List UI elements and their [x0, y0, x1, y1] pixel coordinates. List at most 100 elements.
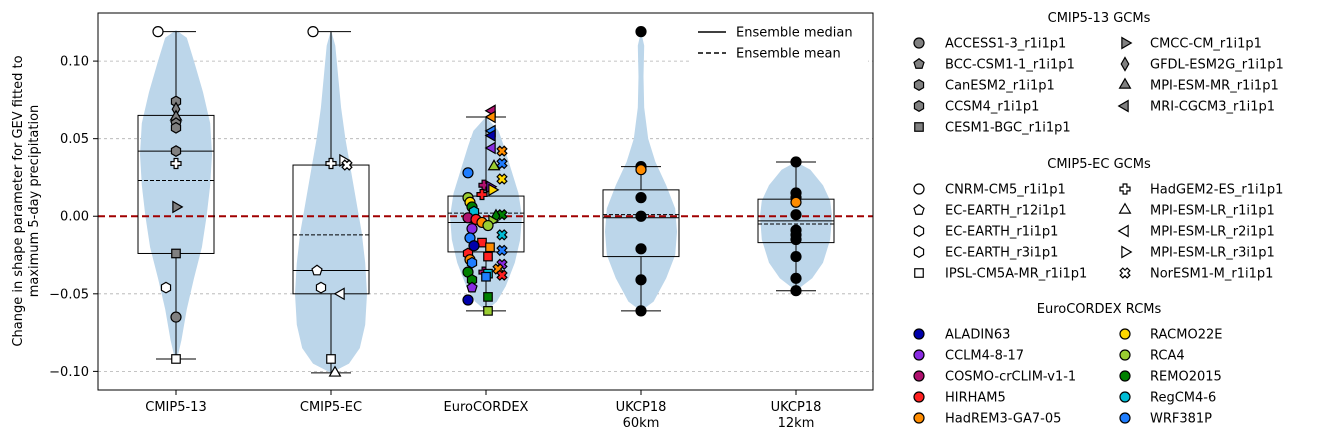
x-tick-label-line: 12km: [778, 416, 815, 431]
legend-marker: [1117, 224, 1129, 238]
data-point: [635, 305, 647, 317]
data-point: [170, 145, 182, 158]
y-axis-label-line: Change in shape parameter for GEV fitted…: [11, 55, 26, 346]
data-point: [790, 272, 802, 284]
legend-marker: [913, 391, 925, 403]
legend-item-label: MPI-ESM-MR_r1i1p1: [1150, 79, 1279, 94]
data-points: [152, 26, 802, 377]
data-point: [487, 159, 501, 171]
data-point: [483, 306, 493, 316]
legend-item-label: EC-EARTH_r1i1p1: [945, 225, 1058, 240]
box: [602, 189, 680, 258]
legend-item-label: WRF381P: [1150, 412, 1212, 427]
x-axis: CMIP5-13 CMIP5-EC EuroCORDEX UKCP18 60kmUKCP…: [145, 390, 821, 431]
data-point: [466, 281, 478, 293]
data-point: [496, 269, 508, 281]
legend-item-label: BCC-CSM1-1_r1i1p1: [945, 58, 1075, 73]
data-point: [468, 240, 480, 252]
data-point: [635, 243, 647, 255]
data-point: [635, 274, 647, 286]
data-point: [325, 157, 337, 170]
data-point: [790, 285, 802, 297]
data-point: [496, 145, 508, 157]
legend-group-title: EuroCORDEX RCMs: [1037, 302, 1162, 317]
data-point: [160, 281, 172, 294]
data-point: [790, 233, 802, 246]
data-point: [333, 287, 345, 301]
legend-item-label: CMCC-CM_r1i1p1: [1150, 37, 1262, 52]
data-point: [635, 26, 647, 38]
x-tick-label: EuroCORDEX: [444, 400, 529, 415]
data-point: [484, 129, 496, 143]
legend-item-label: ACCESS1-3_r1i1p1: [945, 37, 1066, 52]
legend-background: [690, 18, 868, 64]
data-point: [482, 219, 494, 232]
data-point: [311, 264, 323, 276]
data-point: [476, 188, 488, 201]
legend-marker: [1119, 412, 1131, 424]
violin: [140, 30, 212, 364]
data-point: [484, 141, 496, 155]
legend-item-label: RCA4: [1150, 349, 1185, 364]
data-point: [496, 173, 508, 185]
data-point: [635, 164, 647, 176]
x-tick-label-line: CMIP5-13: [145, 400, 206, 415]
legend-item-label: CESM1-BGC_r1i1p1: [945, 121, 1071, 136]
y-tick-label: −0.05: [49, 287, 89, 302]
x-tick-label-line: UKCP18: [771, 400, 822, 415]
data-point: [466, 256, 478, 269]
legend-item-label: RACMO22E: [1150, 328, 1222, 343]
data-point: [790, 250, 802, 263]
legend-item-label: EC-EARTH_r12i1p1: [945, 204, 1067, 219]
data-point: [307, 26, 319, 38]
legend-marker: [914, 268, 924, 278]
x-tick-label-line: 60km: [623, 416, 660, 431]
y-tick-label: 0.00: [60, 210, 89, 225]
legend-item-label: EC-EARTH_r3i1p1: [945, 246, 1058, 261]
violins: [140, 30, 832, 373]
legend-item-label: CanESM2_r1i1p1: [945, 79, 1055, 94]
data-point: [481, 271, 491, 282]
legend-group-title: CMIP5-13 GCMs: [1048, 11, 1151, 26]
legend-marker: [913, 412, 925, 424]
data-point: [496, 157, 508, 170]
legend-marker: [913, 370, 925, 382]
legend-marker: [1121, 245, 1133, 259]
y-axis: −0.10 −0.05 0.00 0.05 0.10: [49, 55, 98, 380]
legend-item-label: MPI-ESM-LR_r3i1p1: [1150, 246, 1275, 261]
data-point: [496, 244, 508, 257]
data-point: [170, 311, 182, 323]
data-point: [790, 196, 802, 208]
legend-item-label: NorESM1-M_r1i1p1: [1150, 267, 1273, 282]
legend-item-label: REMO2015: [1150, 370, 1222, 385]
data-point: [485, 242, 495, 253]
legend-item-label: CCLM4-8-17: [945, 349, 1024, 364]
legend-marker: [1119, 391, 1131, 403]
data-point: [478, 179, 490, 191]
data-point: [326, 354, 336, 364]
data-point: [170, 157, 182, 170]
data-point: [635, 192, 647, 204]
data-point: [171, 354, 181, 364]
data-point: [483, 292, 493, 302]
data-point: [171, 248, 181, 259]
data-point: [496, 229, 508, 241]
data-point: [315, 281, 327, 294]
legend-marker: [1119, 267, 1131, 279]
x-tick-label: CMIP5-13: [145, 400, 206, 415]
x-tick-label-line: EuroCORDEX: [444, 400, 529, 415]
data-point: [341, 159, 353, 171]
legend-item-label: IPSL-CM5A-MR_r1i1p1: [945, 267, 1087, 282]
legend-item-label: ALADIN63: [945, 328, 1010, 343]
legend-marker: [1119, 370, 1131, 382]
legend-item-label: CCSM4_r1i1p1: [945, 100, 1039, 115]
legend-item-label: HadGEM2-ES_r1i1p1: [1150, 183, 1283, 198]
legend-marker: [1121, 36, 1133, 50]
x-tick-label-line: UKCP18: [616, 400, 667, 415]
legend-item-label: COSMO-crCLIM-v1-1: [945, 370, 1076, 385]
data-point: [484, 110, 496, 124]
ensemble-legend: Ensemble median Ensemble mean: [690, 18, 868, 64]
legend-marker: [1118, 77, 1132, 89]
legend-marker: [913, 58, 925, 69]
